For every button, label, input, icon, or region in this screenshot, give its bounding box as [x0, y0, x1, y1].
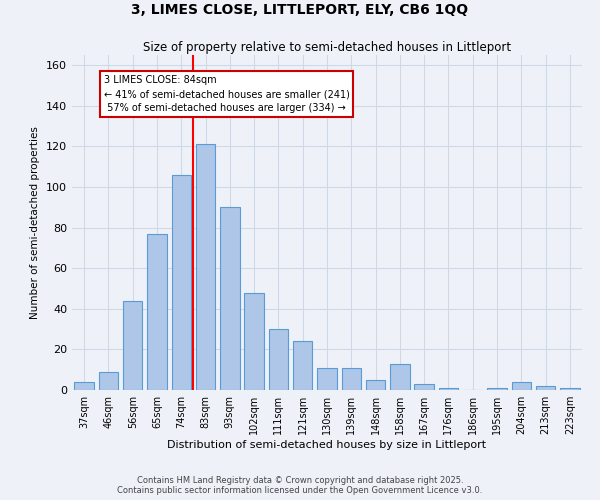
Text: Contains HM Land Registry data © Crown copyright and database right 2025.
Contai: Contains HM Land Registry data © Crown c…	[118, 476, 482, 495]
Bar	[123, 300, 142, 390]
Bar	[560, 388, 580, 390]
Bar	[390, 364, 410, 390]
Bar	[536, 386, 555, 390]
Bar	[147, 234, 167, 390]
Bar	[317, 368, 337, 390]
Bar	[99, 372, 118, 390]
Text: 3 LIMES CLOSE: 84sqm
← 41% of semi-detached houses are smaller (241)
 57% of sem: 3 LIMES CLOSE: 84sqm ← 41% of semi-detac…	[104, 76, 349, 114]
Bar	[172, 175, 191, 390]
Bar	[196, 144, 215, 390]
Bar	[220, 208, 239, 390]
Bar	[74, 382, 94, 390]
Text: 3, LIMES CLOSE, LITTLEPORT, ELY, CB6 1QQ: 3, LIMES CLOSE, LITTLEPORT, ELY, CB6 1QQ	[131, 2, 469, 16]
Title: Size of property relative to semi-detached houses in Littleport: Size of property relative to semi-detach…	[143, 41, 511, 54]
Bar	[487, 388, 507, 390]
Bar	[512, 382, 531, 390]
Bar	[293, 342, 313, 390]
Bar	[415, 384, 434, 390]
Y-axis label: Number of semi-detached properties: Number of semi-detached properties	[31, 126, 40, 319]
Bar	[341, 368, 361, 390]
Bar	[269, 329, 288, 390]
Bar	[439, 388, 458, 390]
X-axis label: Distribution of semi-detached houses by size in Littleport: Distribution of semi-detached houses by …	[167, 440, 487, 450]
Bar	[366, 380, 385, 390]
Bar	[244, 292, 264, 390]
